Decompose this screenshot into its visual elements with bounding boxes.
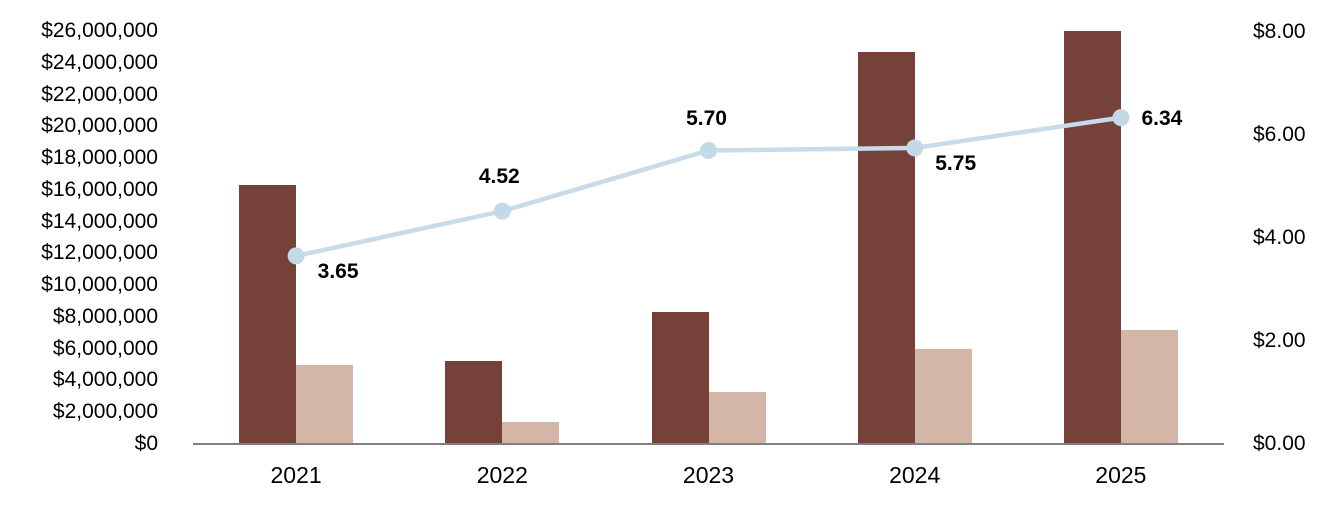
right-value-axis: $0.00 $2.00 $4.00 $6.00 $8.00 — [1253, 0, 1344, 518]
x-axis-label-2025: 2025 — [1095, 462, 1147, 488]
left-axis-tick-label: $4,000,000 — [52, 368, 158, 392]
right-axis-tick-label: $8.00 — [1253, 20, 1306, 44]
bar-primary-bars-2021 — [239, 185, 297, 444]
left-axis-tick-label: $2,000,000 — [52, 400, 158, 424]
bar-secondary-bars-2025 — [1120, 329, 1178, 444]
left-value-axis: $0 $2,000,000 $4,000,000 $6,000,000 $8,000,0… — [0, 0, 160, 518]
left-axis-tick-label: $16,000,000 — [41, 177, 158, 201]
bar-primary-bars-2024 — [857, 51, 915, 444]
left-axis-tick-label: $10,000,000 — [41, 273, 158, 297]
left-axis-tick-label: $26,000,000 — [41, 19, 158, 42]
x-axis-label-2021: 2021 — [270, 462, 322, 488]
line-data-label-2022: 4.52 — [478, 165, 520, 189]
left-axis-tick-label: $8,000,000 — [52, 304, 158, 328]
line-series-path — [295, 115, 1122, 259]
right-axis-tick-label: $6.00 — [1253, 123, 1306, 147]
x-axis-label-2024: 2024 — [889, 462, 941, 488]
bar-secondary-bars-2023 — [708, 391, 766, 444]
bar-primary-bars-2023 — [651, 312, 709, 444]
bar-secondary-bars-2024 — [914, 348, 972, 444]
bar-primary-bars-2022 — [445, 361, 503, 444]
line-marker-2022 — [493, 202, 511, 220]
bar-secondary-bars-2022 — [502, 421, 560, 444]
right-axis-tick-label: $2.00 — [1253, 328, 1306, 352]
line-data-label-2021: 3.65 — [317, 259, 359, 283]
bar-primary-bars-2025 — [1063, 31, 1121, 444]
left-axis-tick-label: $22,000,000 — [41, 82, 158, 106]
left-axis-tick-label: $18,000,000 — [41, 146, 158, 170]
left-axis-tick-label: $24,000,000 — [41, 50, 158, 74]
line-data-label-2023: 5.70 — [686, 106, 727, 130]
left-axis-tick-label: $14,000,000 — [41, 209, 158, 233]
line-data-label-2025: 6.34 — [1141, 106, 1183, 130]
line-marker-2023 — [700, 142, 717, 160]
left-axis-tick-label: $6,000,000 — [52, 336, 158, 360]
left-axis-tick-label: $0 — [134, 432, 158, 455]
right-axis-tick-label: $4.00 — [1253, 225, 1306, 249]
bar-secondary-bars-2021 — [296, 364, 354, 444]
line-data-label-2024: 5.75 — [935, 151, 977, 175]
right-axis-tick-label: $0.00 — [1253, 431, 1306, 455]
x-axis-label-2022: 2022 — [476, 462, 528, 488]
left-axis-tick-label: $20,000,000 — [41, 114, 158, 138]
x-axis-line — [193, 443, 1224, 445]
left-axis-tick-label: $12,000,000 — [41, 241, 158, 265]
x-axis-label-2023: 2023 — [682, 462, 735, 488]
